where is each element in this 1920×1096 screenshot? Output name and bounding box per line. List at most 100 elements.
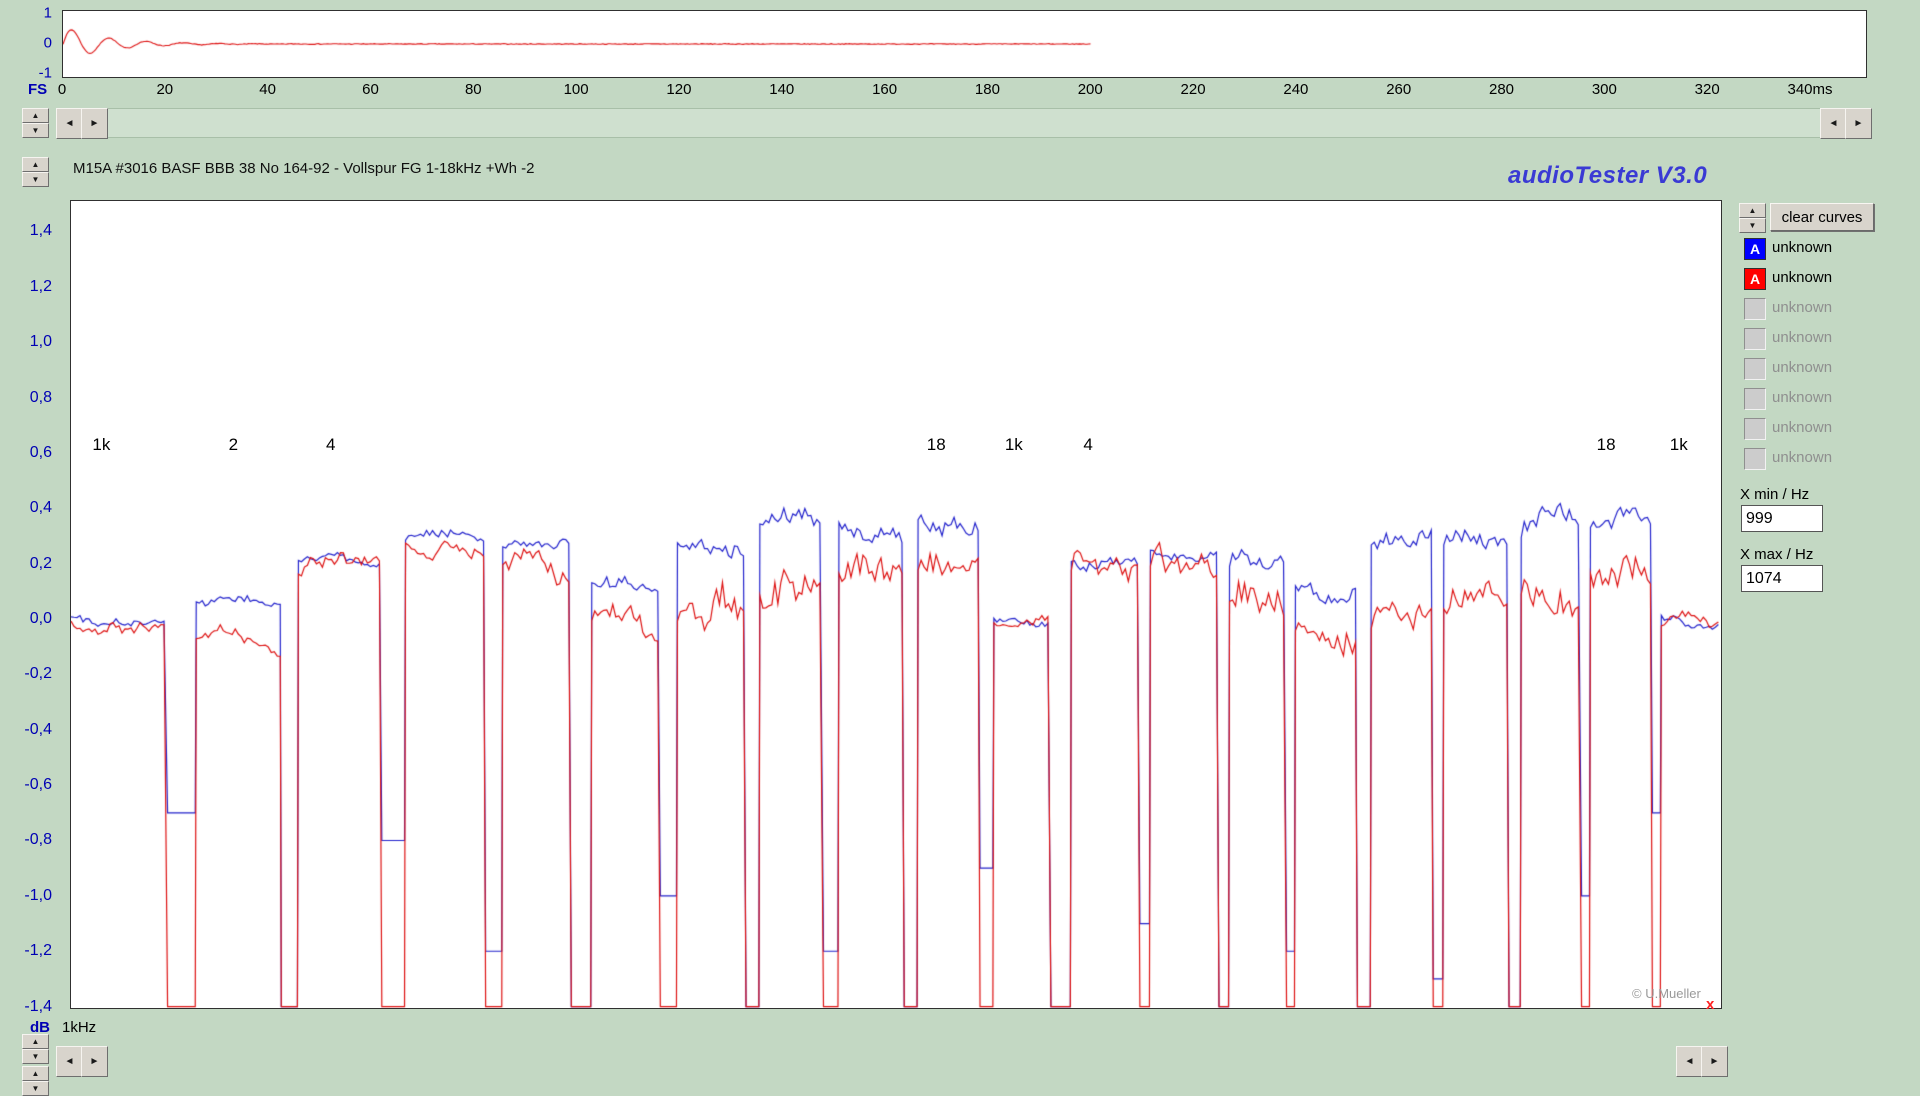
legend-label: unknown <box>1772 269 1833 286</box>
main-plot-y-tick: 1,4 <box>29 222 52 240</box>
main-plot-y-tick: -0,4 <box>24 720 52 738</box>
spin-up-button[interactable]: ▲ <box>22 1066 49 1081</box>
main-plot-y-tick: -0,6 <box>24 776 52 794</box>
x-min-label: X min / Hz <box>1740 486 1810 503</box>
frequency-annotation: 4 <box>325 434 336 454</box>
x-max-input[interactable] <box>1741 565 1823 592</box>
time-plot-x-tick: 280 <box>1489 81 1515 98</box>
spin-up-button[interactable]: ▲ <box>22 108 49 123</box>
level-zoom-spinner-2: ▲ ▼ <box>22 1066 49 1096</box>
freq-scroll-left-end-button[interactable]: ◄ <box>1676 1046 1703 1077</box>
spin-up-button[interactable]: ▲ <box>22 157 49 172</box>
time-plot-y-tick: 0 <box>43 34 52 52</box>
measurement-title: M15A #3016 BASF BBB 38 No 164-92 - Volls… <box>73 160 535 177</box>
close-mark: x <box>1706 996 1715 1013</box>
level-zoom-spinner: ▲ ▼ <box>22 1034 49 1064</box>
time-scroll-right-button[interactable]: ► <box>81 108 108 139</box>
spin-down-button[interactable]: ▼ <box>22 123 49 138</box>
legend-label: unknown <box>1772 389 1833 406</box>
spin-up-button[interactable]: ▲ <box>1739 203 1766 218</box>
time-plot-x-tick: 120 <box>666 81 692 98</box>
legend-label: unknown <box>1772 359 1833 376</box>
frequency-annotation: 18 <box>1596 434 1616 454</box>
freq-scroll-right-button[interactable]: ► <box>81 1046 108 1077</box>
time-plot-y-tick: 1 <box>43 4 52 22</box>
time-plot-x-tick: 60 <box>362 81 379 98</box>
frequency-annotation: 4 <box>1083 434 1093 454</box>
time-plot-x-tick: 220 <box>1180 81 1206 98</box>
time-plot-y-tick: -1 <box>38 64 52 82</box>
main-plot-y-tick: -0,8 <box>24 831 52 849</box>
main-plot-y-tick: 0,8 <box>29 388 52 406</box>
main-plot-y-tick: 0,6 <box>29 443 52 461</box>
legend-marker[interactable]: A <box>1744 238 1766 260</box>
time-plot <box>62 10 1867 78</box>
frequency-response-plot <box>70 200 1722 1009</box>
time-plot-x-tick: 300 <box>1591 81 1617 98</box>
time-plot-x-tick: 160 <box>872 81 898 98</box>
time-scroll-left-end-button[interactable]: ◄ <box>1820 108 1847 139</box>
frequency-annotation: 2 <box>228 434 239 454</box>
frequency-annotation: 18 <box>926 434 946 454</box>
legend-marker[interactable] <box>1744 388 1766 410</box>
frequency-annotation: 1k <box>92 434 111 454</box>
freq-scroll-right-end-button[interactable]: ► <box>1701 1046 1728 1077</box>
time-plot-x-tick: 20 <box>156 81 174 98</box>
time-plot-x-tick: 340ms <box>1787 81 1833 98</box>
frequency-response-canvas <box>71 201 1719 1008</box>
x-max-label: X max / Hz <box>1740 546 1814 563</box>
frequency-annotation: 1k <box>1669 434 1688 454</box>
frequency-annotation: 1k <box>1004 434 1023 454</box>
main-plot-y-tick: 1,0 <box>29 333 52 351</box>
main-plot-y-tick: -0,2 <box>24 665 52 683</box>
main-plot-y-tick: 0,4 <box>29 499 52 517</box>
reference-frequency-label: 1kHz <box>62 1019 97 1036</box>
legend-marker[interactable]: A <box>1744 268 1766 290</box>
main-plot-y-tick: -1,2 <box>24 942 52 960</box>
time-plot-x-tick: 260 <box>1386 81 1412 98</box>
spin-down-button[interactable]: ▼ <box>22 1049 49 1064</box>
legend-marker[interactable] <box>1744 298 1766 320</box>
brand-logo: audioTester V3.0 <box>1508 162 1708 189</box>
main-zoom-spinner: ▲ ▼ <box>22 157 49 187</box>
x-min-input[interactable] <box>1741 505 1823 532</box>
main-plot-y-tick: 0,0 <box>29 609 52 627</box>
time-plot-x-tick: 240 <box>1283 81 1309 98</box>
legend-marker[interactable] <box>1744 448 1766 470</box>
legend-label: unknown <box>1772 449 1833 466</box>
fs-axis-label: FS <box>28 81 48 98</box>
time-plot-x-tick: 200 <box>1077 81 1103 98</box>
time-plot-x-tick: 0 <box>57 81 67 98</box>
spin-down-button[interactable]: ▼ <box>1739 218 1766 233</box>
curve-select-spinner: ▲ ▼ <box>1739 203 1766 233</box>
time-scroll-right-end-button[interactable]: ► <box>1845 108 1872 139</box>
legend-marker[interactable] <box>1744 328 1766 350</box>
time-plot-canvas <box>63 11 1866 77</box>
db-unit-label: dB <box>30 1019 50 1036</box>
clear-curves-button[interactable]: clear curves <box>1770 203 1874 231</box>
legend-label: unknown <box>1772 239 1833 256</box>
legend-label: unknown <box>1772 419 1833 436</box>
time-plot-x-tick: 40 <box>259 81 276 98</box>
time-plot-x-tick: 80 <box>464 81 482 98</box>
time-scrollbar-track[interactable] <box>56 108 1872 138</box>
freq-scroll-left-button[interactable]: ◄ <box>56 1046 83 1077</box>
time-plot-x-tick: 320 <box>1694 81 1720 98</box>
legend-marker[interactable] <box>1744 358 1766 380</box>
legend-marker[interactable] <box>1744 418 1766 440</box>
spin-up-button[interactable]: ▲ <box>22 1034 49 1049</box>
time-scroll-left-button[interactable]: ◄ <box>56 108 83 139</box>
watermark: © U.Mueller <box>1632 986 1701 1001</box>
main-plot-y-tick: -1,4 <box>24 997 52 1015</box>
main-plot-y-tick: 0,2 <box>29 554 52 572</box>
time-zoom-spinner: ▲ ▼ <box>22 108 49 138</box>
legend-label: unknown <box>1772 299 1833 316</box>
time-plot-x-tick: 100 <box>563 81 589 98</box>
spin-down-button[interactable]: ▼ <box>22 1081 49 1096</box>
spin-down-button[interactable]: ▼ <box>22 172 49 187</box>
main-plot-y-tick: -1,0 <box>24 886 52 904</box>
time-plot-x-tick: 180 <box>974 81 1000 98</box>
time-plot-x-tick: 140 <box>769 81 795 98</box>
main-plot-y-tick: 1,2 <box>29 277 52 295</box>
